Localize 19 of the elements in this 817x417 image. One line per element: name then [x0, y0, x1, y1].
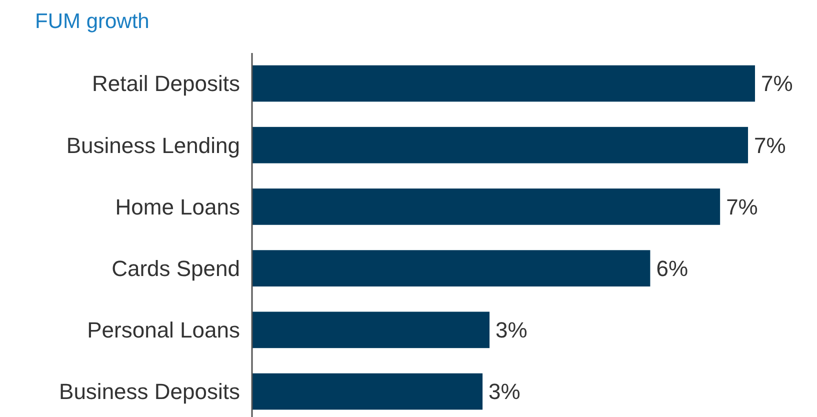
- y-tick-label: Business Lending: [66, 132, 240, 158]
- bar: [252, 65, 755, 102]
- chart-title: FUM growth: [35, 10, 150, 33]
- y-tick-label: Home Loans: [115, 194, 240, 220]
- bar: [252, 373, 483, 410]
- y-tick-label: Business Deposits: [59, 379, 240, 404]
- y-tick-label: Cards Spend: [112, 256, 240, 281]
- bar: [252, 250, 650, 286]
- data-label: 7%: [726, 194, 758, 220]
- bar: [252, 188, 720, 225]
- data-label: 3%: [488, 379, 520, 404]
- data-label: 7%: [761, 71, 793, 96]
- bar: [252, 312, 490, 348]
- y-tick-label: Retail Deposits: [92, 71, 240, 96]
- data-label: 7%: [754, 132, 786, 158]
- data-label: 3%: [496, 318, 528, 343]
- data-label: 6%: [656, 256, 688, 281]
- y-tick-label: Personal Loans: [87, 318, 240, 343]
- bar: [252, 126, 748, 164]
